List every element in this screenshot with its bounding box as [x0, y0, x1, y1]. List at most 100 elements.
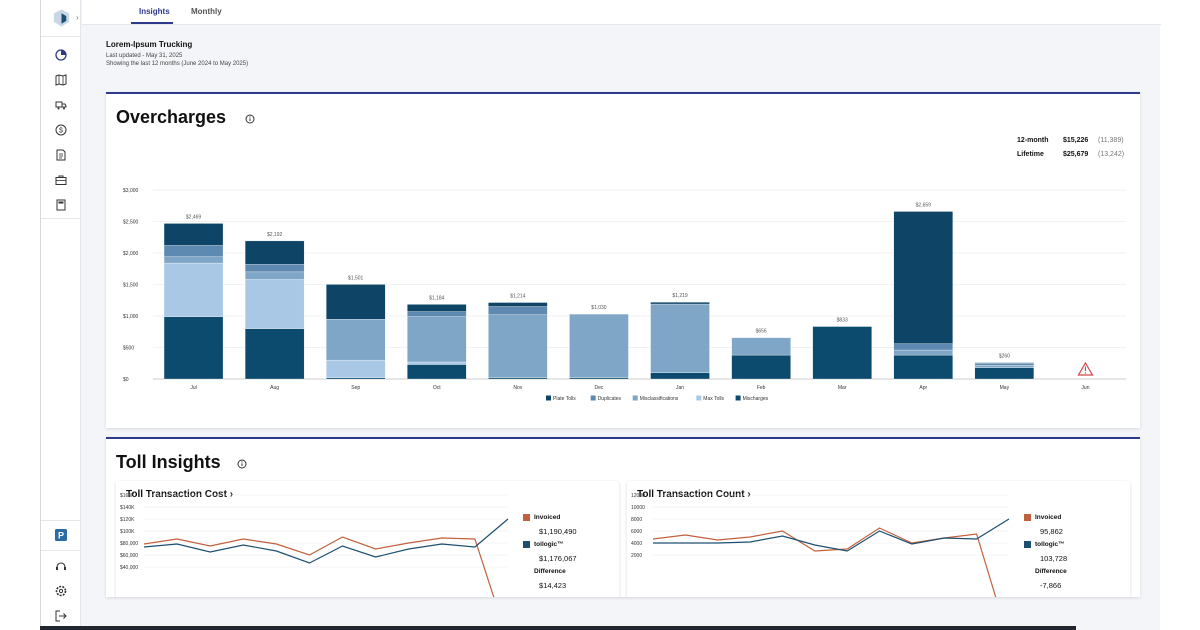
calculator-icon[interactable] — [54, 198, 68, 212]
app-logo-icon[interactable] — [52, 8, 71, 28]
y-tick-label: $500 — [123, 346, 134, 352]
briefcase-icon[interactable] — [54, 173, 68, 187]
difference-label: Difference — [534, 568, 566, 575]
summary-lifetime-label: Lifetime — [1017, 151, 1044, 158]
headset-icon[interactable] — [54, 559, 68, 573]
bar-segment-duplicates[interactable] — [488, 306, 548, 315]
bar-segment-mischarges[interactable] — [893, 354, 953, 380]
y-tick-label: $140K — [120, 505, 135, 511]
collapse-sidebar-icon[interactable]: › — [76, 13, 79, 22]
tollogic-swatch — [523, 541, 530, 548]
bar-segment-misclassifications[interactable] — [974, 364, 1035, 368]
bar-segment-misclassifications[interactable] — [244, 271, 305, 280]
bar-total-label: $2,192 — [267, 232, 283, 238]
bar-segment-mischarges[interactable] — [650, 372, 710, 380]
bar-segment-plate-tolls[interactable] — [163, 223, 224, 246]
summary-lifetime-count: (13,242) — [1098, 151, 1125, 158]
overcharges-title: Overcharges — [116, 107, 227, 127]
toll-transaction-count-title[interactable]: Toll Transaction Count › — [637, 489, 751, 500]
summary-12-month-count: (11,389) — [1098, 137, 1124, 144]
bar-segment-plate-tolls[interactable] — [244, 240, 305, 265]
invoiced-swatch — [523, 514, 530, 521]
bar-segment-duplicates[interactable] — [163, 245, 224, 257]
difference-value: $14,423 — [539, 581, 567, 590]
bar-segment-mischarges[interactable] — [407, 364, 467, 380]
info-icon[interactable] — [245, 114, 255, 124]
insights-nav-icon[interactable] — [54, 48, 68, 62]
bar-segment-misclassifications[interactable] — [569, 313, 629, 378]
bar-segment-max-tolls[interactable] — [407, 361, 467, 365]
bar-total-label: $1,214 — [510, 294, 526, 300]
bar-segment-mischarges[interactable] — [731, 354, 791, 380]
divider — [41, 36, 81, 37]
bar-segment-misclassifications[interactable] — [731, 337, 791, 356]
bar-segment-duplicates[interactable] — [974, 363, 1035, 366]
legend-label[interactable]: Max Tolls — [703, 396, 724, 402]
bar-segment-misclassifications[interactable] — [326, 318, 386, 361]
warning-icon[interactable] — [1077, 361, 1094, 376]
y-tick-label: 8000 — [631, 517, 642, 523]
bar-segment-max-tolls[interactable] — [163, 262, 224, 317]
bar-segment-plate-tolls[interactable] — [974, 362, 1035, 364]
date-range-text: Showing the last 12 months (June 2024 to… — [106, 61, 249, 67]
legend-label[interactable]: Misclassifications — [640, 396, 679, 402]
bar-total-label: $656 — [756, 329, 767, 335]
bar-segment-plate-tolls[interactable] — [326, 284, 386, 320]
bar-segment-plate-tolls[interactable] — [407, 304, 467, 312]
bar-segment-misclassifications[interactable] — [893, 349, 953, 356]
bar-segment-mischarges[interactable] — [244, 328, 305, 380]
bar-segment-plate-tolls[interactable] — [650, 302, 710, 305]
bar-segment-duplicates[interactable] — [893, 343, 953, 351]
report-icon[interactable] — [54, 148, 68, 162]
x-tick-label: Dec — [595, 385, 604, 391]
x-tick-label: Jun — [1081, 385, 1089, 391]
y-tick-label: $2,500 — [123, 220, 139, 226]
tollogic-value: 103,728 — [1040, 554, 1068, 563]
toll-transaction-count-title-text: Toll Transaction Count — [637, 489, 745, 500]
y-tick-label: $100K — [120, 529, 135, 535]
tollogic-label: tollogic™ — [1035, 541, 1065, 548]
difference-value: -7,866 — [1040, 581, 1062, 590]
bar-total-label: $1,184 — [429, 295, 445, 301]
bar-segment-mischarges[interactable] — [812, 326, 872, 380]
dollar-icon[interactable]: $ — [54, 123, 68, 137]
bar-segment-misclassifications[interactable] — [407, 316, 467, 363]
bar-segment-plate-tolls[interactable] — [488, 302, 548, 307]
invoiced-swatch — [1024, 514, 1031, 521]
bar-segment-mischarges[interactable] — [326, 377, 386, 380]
info-icon[interactable] — [237, 459, 247, 469]
bar-segment-max-tolls[interactable] — [326, 359, 386, 378]
bar-total-label: $1,219 — [672, 293, 688, 299]
bar-segment-mischarges[interactable] — [569, 377, 629, 380]
bar-segment-misclassifications[interactable] — [488, 314, 548, 378]
map-icon[interactable] — [54, 73, 68, 87]
app-window: › $ P — [40, 0, 1161, 630]
bar-total-label: $2,469 — [186, 214, 202, 220]
divider — [41, 218, 81, 219]
bar-segment-mischarges[interactable] — [974, 367, 1035, 380]
bar-segment-misclassifications[interactable] — [163, 256, 224, 264]
settings-icon[interactable] — [54, 584, 68, 598]
bar-segment-mischarges[interactable] — [163, 316, 224, 380]
x-tick-label: Feb — [757, 385, 766, 391]
toll-transaction-cost-title[interactable]: Toll Transaction Cost › — [126, 489, 234, 500]
bar-segment-plate-tolls[interactable] — [893, 211, 953, 344]
logout-icon[interactable] — [54, 609, 68, 623]
y-tick-label: 2000 — [631, 553, 642, 559]
truck-icon[interactable] — [54, 98, 68, 112]
tab-monthly[interactable]: Monthly — [191, 7, 222, 16]
tab-insights[interactable]: Insights — [139, 7, 170, 16]
bar-segment-duplicates[interactable] — [244, 264, 305, 273]
legend-label[interactable]: Duplicates — [598, 396, 622, 402]
parking-icon[interactable]: P — [54, 528, 68, 542]
bar-segment-mischarges[interactable] — [488, 377, 548, 380]
legend-label[interactable]: Mischarges — [743, 396, 769, 402]
bar-segment-max-tolls[interactable] — [244, 279, 305, 329]
bar-total-label: $833 — [837, 318, 848, 324]
bar-segment-duplicates[interactable] — [407, 311, 467, 317]
y-tick-label: $1,500 — [123, 283, 139, 289]
difference-label: Difference — [1035, 568, 1067, 575]
legend-label[interactable]: Plate Tolls — [553, 396, 576, 402]
toll-transaction-cost-card: Toll Transaction Cost › $160K $140K $120K $… — [116, 481, 619, 597]
bar-segment-misclassifications[interactable] — [650, 303, 710, 373]
